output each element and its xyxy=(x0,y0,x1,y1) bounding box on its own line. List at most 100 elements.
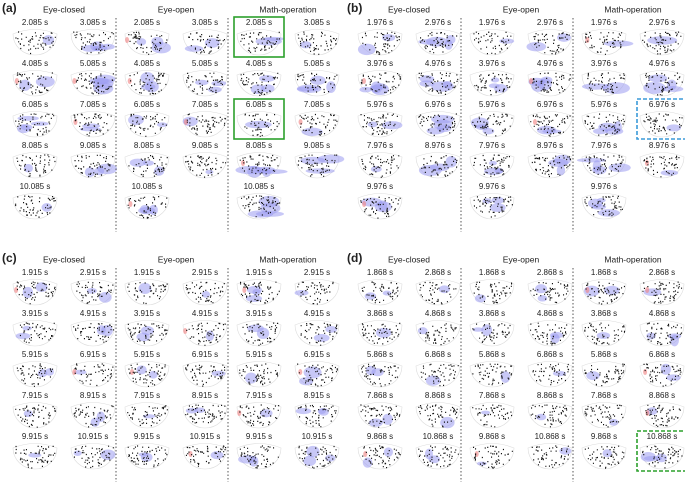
time-label: 2.085 s xyxy=(134,18,160,27)
topographic-map xyxy=(639,70,685,97)
electrode-dots xyxy=(185,364,226,387)
activation-blob xyxy=(128,201,133,207)
topographic-map xyxy=(70,70,116,97)
topographic-map xyxy=(581,29,634,56)
topographic-map xyxy=(124,70,170,97)
electrode-dots xyxy=(16,154,56,177)
topographic-map xyxy=(526,29,573,56)
time-label: 9.085 s xyxy=(80,141,106,150)
electrode-dots xyxy=(16,72,53,95)
activation-blob xyxy=(17,124,30,134)
time-label: 6.915 s xyxy=(192,350,218,359)
electrode-dots xyxy=(585,32,624,55)
time-label: 4.915 s xyxy=(80,309,106,318)
topographic-map xyxy=(236,279,282,306)
time-label: 3.085 s xyxy=(304,18,330,27)
head-outline xyxy=(182,152,228,179)
activation-blob xyxy=(28,452,42,458)
topographic-map xyxy=(639,279,685,306)
topographic-map xyxy=(182,320,228,347)
activation-blob xyxy=(488,160,497,166)
panel-label: (b) xyxy=(347,1,362,15)
activation-blob xyxy=(417,327,428,335)
time-label: 4.976 s xyxy=(537,59,563,68)
activation-blob xyxy=(419,80,435,87)
electrode-dots xyxy=(73,323,114,343)
activation-blob xyxy=(195,79,209,86)
head-outline xyxy=(639,279,685,306)
electrode-dots xyxy=(15,404,56,428)
activation-blob xyxy=(301,127,323,136)
activation-blob xyxy=(14,78,19,84)
electrode-dots xyxy=(645,404,681,427)
time-label: 4.085 s xyxy=(22,59,48,68)
highlight-box xyxy=(636,98,685,140)
activation-blob xyxy=(359,86,372,93)
time-label: 10.868 s xyxy=(647,432,678,441)
topographic-map xyxy=(469,320,515,347)
head-outline xyxy=(294,29,340,56)
electrode-dots xyxy=(128,31,168,55)
activation-blob xyxy=(645,287,650,293)
topographic-map xyxy=(357,443,403,470)
activation-blob xyxy=(602,449,612,458)
activation-blob xyxy=(310,75,326,86)
activation-blob xyxy=(139,204,151,214)
electrode-dots xyxy=(240,281,280,304)
topographic-map xyxy=(357,361,403,388)
electrode-dots xyxy=(16,363,54,387)
time-label: 7.085 s xyxy=(80,100,106,109)
topographic-map xyxy=(182,402,228,429)
time-label: 3.976 s xyxy=(367,59,393,68)
topographic-map xyxy=(581,279,627,306)
time-label: 2.085 s xyxy=(22,18,48,27)
head-outline xyxy=(357,279,403,306)
topographic-map xyxy=(294,279,340,306)
electrode-dots xyxy=(532,72,571,94)
electrode-dots xyxy=(129,72,167,95)
condition-title: Eye-open xyxy=(503,254,540,264)
activation-blob xyxy=(14,287,19,293)
electrode-dots xyxy=(420,363,459,387)
activation-blob xyxy=(205,330,215,342)
time-label: 3.915 s xyxy=(134,309,160,318)
electrode-dots xyxy=(297,281,334,305)
highlight-box xyxy=(233,16,285,58)
electrode-dots xyxy=(15,113,55,136)
electrode-dots xyxy=(474,72,512,96)
activation-blob xyxy=(183,328,188,334)
topographic-map xyxy=(12,152,58,179)
time-label: 9.915 s xyxy=(134,432,160,441)
time-label: 9.868 s xyxy=(367,432,393,441)
activation-blob xyxy=(15,332,31,340)
activation-blob xyxy=(549,331,564,339)
electrode-dots xyxy=(418,404,458,428)
activation-blob xyxy=(382,413,393,425)
time-label: 8.915 s xyxy=(80,391,106,400)
time-label: 4.868 s xyxy=(425,309,451,318)
time-label: 5.976 s xyxy=(479,100,505,109)
electrode-dots xyxy=(419,281,457,305)
activation-blob xyxy=(317,408,326,414)
electrode-dots xyxy=(421,155,458,177)
electrode-dots xyxy=(241,195,281,218)
time-label: 7.868 s xyxy=(479,391,505,400)
topographic-map xyxy=(124,320,170,347)
electrode-dots xyxy=(185,281,225,304)
panel-label: (a) xyxy=(2,1,17,15)
activation-blob xyxy=(22,325,32,331)
activation-blob xyxy=(136,365,147,375)
activation-blob xyxy=(207,86,222,93)
time-label: 5.868 s xyxy=(591,350,617,359)
activation-blob xyxy=(84,167,96,178)
activation-blob xyxy=(138,452,149,457)
topographic-map xyxy=(469,443,515,470)
topographic-map xyxy=(294,70,340,97)
time-label: 3.915 s xyxy=(22,309,48,318)
condition-title: Math-operation xyxy=(604,254,661,264)
time-label: 8.868 s xyxy=(425,391,451,400)
electrode-dots xyxy=(530,322,568,346)
electrode-dots xyxy=(242,322,279,346)
activation-blob xyxy=(643,81,666,94)
topographic-map xyxy=(12,70,58,97)
